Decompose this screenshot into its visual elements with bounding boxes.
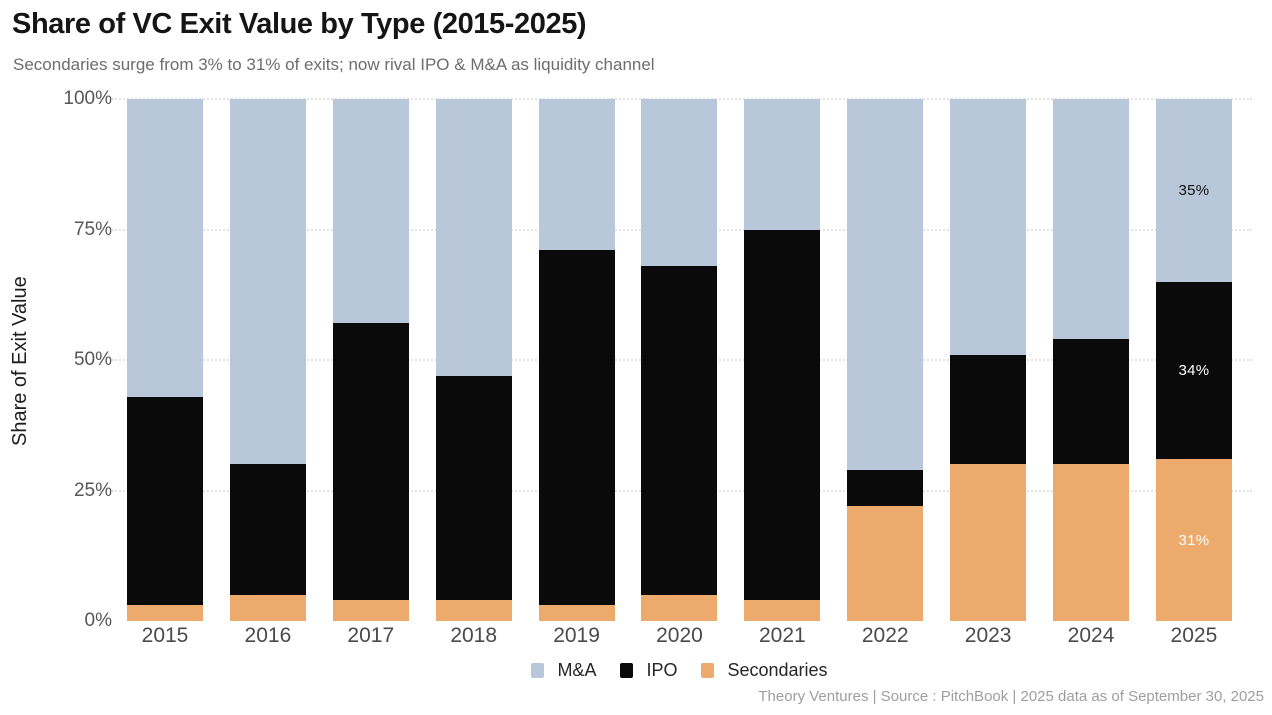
- x-tick-label-2019: 2019: [553, 624, 600, 647]
- bar-2017: [332, 99, 409, 621]
- segment-m-a-2022: [847, 99, 924, 470]
- segment-ipo-2023: [950, 354, 1027, 465]
- segment-ipo-2020: [641, 266, 718, 595]
- y-axis-tick-labels: 0% 25% 50% 75% 100%: [0, 88, 112, 631]
- legend-label-ipo: IPO: [646, 660, 678, 680]
- segment-ipo-2022: [847, 469, 924, 507]
- segment-m-a-2016: [229, 99, 306, 465]
- bar-2022: [847, 99, 924, 621]
- bar-2024: [1053, 99, 1130, 621]
- segment-secondaries-2018: [435, 600, 512, 621]
- bar-2021: [744, 99, 821, 621]
- source-credit: Theory Ventures | Source : PitchBook | 2…: [758, 688, 1264, 705]
- segment-ipo-2018: [435, 375, 512, 601]
- segment-m-a-2021: [744, 99, 821, 230]
- x-tick-label-2024: 2024: [1067, 624, 1115, 647]
- segment-ipo-2015: [127, 396, 203, 606]
- segment-ipo-2019: [538, 250, 615, 606]
- legend-swatch-ipo: [620, 663, 634, 678]
- x-tick-label-2020: 2020: [656, 624, 703, 647]
- segment-m-a-2017: [332, 99, 409, 324]
- x-tick-label-2015: 2015: [141, 624, 189, 647]
- legend-label-m-a: M&A: [557, 660, 597, 680]
- segment-m-a-2020: [641, 99, 718, 267]
- bar-2019: [538, 99, 615, 621]
- legend-swatch-secondaries: [701, 663, 715, 678]
- bar-2020: [641, 99, 718, 621]
- legend-item-secondaries: Secondaries: [701, 660, 828, 681]
- legend-item-m-a: M&A: [531, 660, 596, 681]
- y-tick-label-25: 25%: [73, 479, 112, 501]
- bar-value-label-m-a: 35%: [1178, 181, 1210, 199]
- segment-secondaries-2021: [744, 600, 821, 621]
- bar-2015: [127, 99, 203, 621]
- legend: M&A IPO Secondaries: [127, 660, 1232, 681]
- segment-secondaries-2016: [229, 594, 306, 621]
- y-tick-label-100: 100%: [63, 88, 112, 109]
- segment-secondaries-2023: [950, 464, 1027, 621]
- y-tick-label-50: 50%: [73, 349, 112, 370]
- x-axis-tick-labels: 2015 2016 2017 2018 2019 2020 2021 2022 2023 2024…: [127, 624, 1232, 648]
- legend-swatch-m-a: [531, 663, 545, 678]
- bar-2016: [229, 99, 306, 621]
- segment-ipo-2021: [744, 229, 821, 601]
- segment-m-a-2015: [127, 99, 203, 397]
- bar-2023: [950, 99, 1027, 621]
- x-tick-label-2023: 2023: [964, 624, 1012, 647]
- segment-ipo-2016: [229, 464, 306, 595]
- segment-m-a-2019: [538, 99, 615, 251]
- bar-2025: 31% 34% 35%: [1155, 99, 1232, 621]
- legend-item-ipo: IPO: [620, 660, 677, 681]
- x-tick-label-2018: 2018: [450, 624, 498, 647]
- segment-ipo-2024: [1053, 339, 1130, 465]
- segment-secondaries-2015: [127, 605, 203, 621]
- x-tick-label-2025: 2025: [1170, 624, 1218, 647]
- segment-secondaries-2019: [538, 605, 615, 621]
- bar-group: 31% 34% 35%: [127, 99, 1232, 621]
- segment-secondaries-2025: 31%: [1155, 459, 1232, 621]
- segment-m-a-2024: [1053, 99, 1130, 340]
- bar-value-label-ipo: 34%: [1178, 361, 1210, 379]
- x-tick-label-2017: 2017: [347, 624, 395, 647]
- x-tick-label-2022: 2022: [861, 624, 909, 647]
- segment-m-a-2025: 35%: [1155, 99, 1232, 282]
- segment-secondaries-2020: [641, 594, 718, 621]
- y-tick-label-75: 75%: [73, 218, 112, 240]
- segment-secondaries-2022: [847, 506, 924, 621]
- y-tick-label-0: 0%: [84, 610, 112, 631]
- gridline-100: [112, 98, 1252, 100]
- x-tick-label-2021: 2021: [758, 624, 806, 647]
- segment-secondaries-2017: [332, 600, 409, 621]
- legend-label-secondaries: Secondaries: [727, 660, 828, 680]
- segment-m-a-2018: [435, 99, 512, 376]
- segment-secondaries-2024: [1053, 464, 1130, 621]
- page-title: Share of VC Exit Value by Type (2015-202…: [12, 8, 587, 40]
- bar-2018: [435, 99, 512, 621]
- segment-ipo-2025: 34%: [1155, 281, 1232, 460]
- segment-ipo-2017: [332, 323, 409, 601]
- chart-subtitle: Secondaries surge from 3% to 31% of exit…: [13, 55, 655, 74]
- x-tick-label-2016: 2016: [244, 624, 292, 647]
- segment-m-a-2023: [950, 99, 1027, 355]
- plot-area: 31% 34% 35%: [112, 98, 1252, 621]
- bar-value-label-secondaries: 31%: [1178, 531, 1210, 549]
